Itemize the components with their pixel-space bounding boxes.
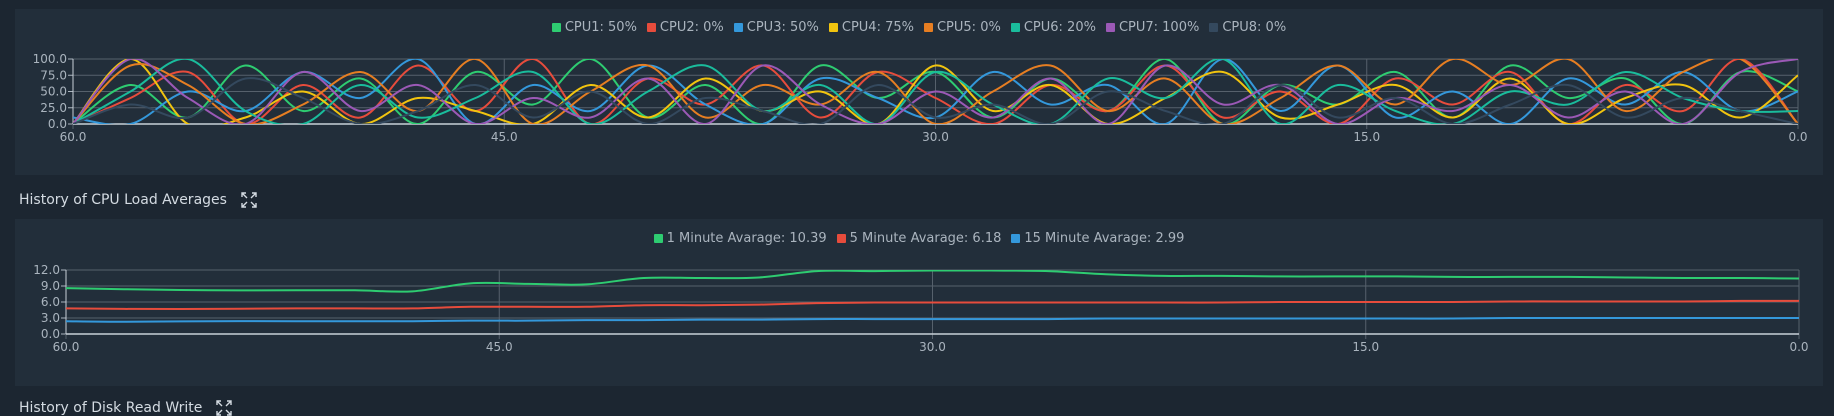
legend-label: 15 Minute Avarage: 2.99 xyxy=(1024,231,1185,246)
x-tick-label: 60.0 xyxy=(60,130,87,144)
y-tick-label: 6.0 xyxy=(41,295,60,309)
legend-item[interactable]: CPU2: 0% xyxy=(646,20,724,35)
y-tick-label: 0.0 xyxy=(41,327,60,341)
y-tick-label: 0.0 xyxy=(48,117,67,131)
legend-item[interactable]: CPU3: 50% xyxy=(733,20,819,35)
legend-swatch xyxy=(1209,23,1219,32)
expand-icon[interactable] xyxy=(241,192,257,208)
load-average-chart: 12.09.06.03.00.060.0 45.0 30.0 15.0 0.0 xyxy=(33,263,1808,354)
legend-label: CPU7: 100% xyxy=(1118,20,1200,35)
x-tick-label: 0.0 xyxy=(1789,340,1808,354)
section-title: History of Disk Read Write xyxy=(19,400,203,416)
cpu-usage-chart: 100.075.050.025.00.060.0 45.0 30.0 15.0 0.0 xyxy=(33,52,1808,144)
section-title: History of CPU Load Averages xyxy=(19,192,227,208)
y-tick-label: 3.0 xyxy=(41,311,60,325)
legend-item[interactable]: 1 Minute Avarage: 10.39 xyxy=(653,231,827,246)
series-line xyxy=(73,59,1798,124)
y-tick-label: 9.0 xyxy=(41,279,60,293)
x-tick-label: 60.0 xyxy=(53,340,80,354)
legend-item[interactable]: CPU5: 0% xyxy=(923,20,1001,35)
legend-label: CPU5: 0% xyxy=(936,20,1001,35)
legend-label: CPU4: 75% xyxy=(841,20,914,35)
expand-icon[interactable] xyxy=(216,400,233,416)
y-tick-label: 50.0 xyxy=(40,85,67,99)
x-tick-label: 45.0 xyxy=(486,340,513,354)
x-tick-label: 0.0 xyxy=(1788,130,1807,144)
legend-item[interactable]: 15 Minute Avarage: 2.99 xyxy=(1011,231,1184,246)
legend-item[interactable]: CPU6: 20% xyxy=(1010,20,1096,35)
legend-swatch xyxy=(836,234,846,243)
disk-section-header: History of Disk Read Write xyxy=(19,400,233,416)
cpu-legend: CPU1: 50% CPU2: 0% CPU3: 50% CPU4: 75% CPU5:… xyxy=(15,20,1823,35)
legend-label: CPU2: 0% xyxy=(659,20,724,35)
legend-swatch xyxy=(733,23,743,32)
legend-item[interactable]: 5 Minute Avarage: 6.18 xyxy=(836,231,1002,246)
x-tick-label: 30.0 xyxy=(922,130,949,144)
legend-item[interactable]: CPU7: 100% xyxy=(1105,20,1200,35)
legend-swatch xyxy=(653,234,663,243)
legend-swatch xyxy=(1011,234,1021,243)
series-line xyxy=(73,59,1798,124)
legend-label: 1 Minute Avarage: 10.39 xyxy=(666,231,827,246)
legend-label: CPU1: 50% xyxy=(564,20,637,35)
legend-item[interactable]: CPU8: 0% xyxy=(1209,20,1286,35)
series-line xyxy=(66,270,1799,293)
cpu-usage-panel: CPU1: 50% CPU2: 0% CPU3: 50% CPU4: 75% CPU5:… xyxy=(15,9,1823,175)
series-line xyxy=(66,299,1799,310)
y-tick-label: 100.0 xyxy=(33,52,67,66)
x-tick-label: 15.0 xyxy=(1352,340,1379,354)
legend-item[interactable]: CPU1: 50% xyxy=(551,20,637,35)
x-tick-label: 30.0 xyxy=(919,340,946,354)
series-line xyxy=(73,77,1798,124)
legend-label: CPU3: 50% xyxy=(746,20,819,35)
legend-swatch xyxy=(828,23,838,32)
legend-item[interactable]: CPU4: 75% xyxy=(828,20,914,35)
load-average-panel: 1 Minute Avarage: 10.39 5 Minute Avarage:… xyxy=(15,219,1823,386)
y-tick-label: 12.0 xyxy=(33,263,60,277)
x-tick-label: 15.0 xyxy=(1353,130,1380,144)
legend-swatch xyxy=(1010,23,1020,32)
legend-swatch xyxy=(1105,23,1115,32)
legend-label: 5 Minute Avarage: 6.18 xyxy=(849,231,1002,246)
x-tick-label: 45.0 xyxy=(491,130,518,144)
legend-label: CPU8: 0% xyxy=(1222,20,1287,35)
load-legend: 1 Minute Avarage: 10.39 5 Minute Avarage:… xyxy=(15,231,1823,246)
series-line xyxy=(73,59,1798,124)
legend-label: CPU6: 20% xyxy=(1023,20,1096,35)
y-tick-label: 75.0 xyxy=(40,68,67,82)
y-tick-label: 25.0 xyxy=(40,101,67,115)
load-section-header: History of CPU Load Averages xyxy=(19,192,257,208)
series-line xyxy=(73,59,1798,124)
legend-swatch xyxy=(923,23,933,32)
legend-swatch xyxy=(646,23,656,32)
legend-swatch xyxy=(551,23,561,32)
series-line xyxy=(66,316,1799,323)
